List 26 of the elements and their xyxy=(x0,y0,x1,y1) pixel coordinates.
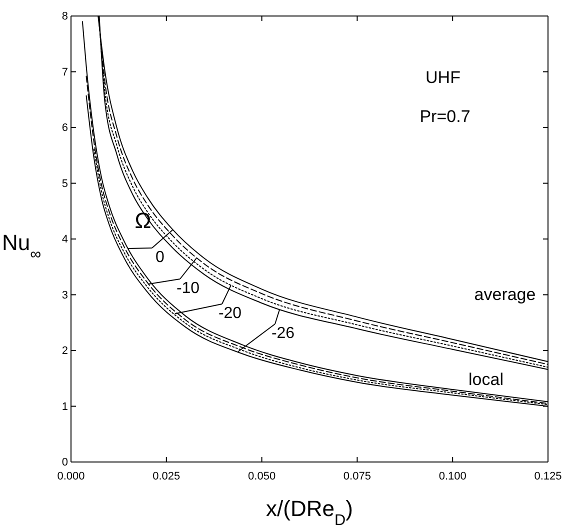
x-tick-label: 0.075 xyxy=(343,470,371,482)
annotation: Ω xyxy=(134,208,152,233)
y-tick-label: 4 xyxy=(62,234,68,246)
x-tick-label: 0.125 xyxy=(534,470,562,482)
annotation: -20 xyxy=(218,305,242,322)
annotation: -26 xyxy=(271,325,295,342)
annotation: -10 xyxy=(176,280,200,297)
x-tick-label: 0.025 xyxy=(152,470,180,482)
annotation: UHF xyxy=(426,68,460,87)
y-tick-label: 2 xyxy=(62,345,68,358)
x-tick-label: 0.000 xyxy=(57,470,85,482)
x-axis-title: x/(DRe$_{D}$) xyxy=(266,496,353,528)
y-tick-label: 5 xyxy=(62,178,68,190)
x-tick-label: 0.100 xyxy=(438,470,466,482)
y-tick-label: 1 xyxy=(62,400,68,413)
y-tick-label: 7 xyxy=(62,66,68,78)
annotation: local xyxy=(468,370,504,389)
annotation: average xyxy=(474,285,536,304)
y-tick-label: 8 xyxy=(62,10,68,23)
x-tick-label: 0.050 xyxy=(248,470,276,482)
y-axis-title: Nu$_{∞}$ xyxy=(2,230,42,262)
annotation: 0 xyxy=(156,249,165,266)
y-tick-label: 6 xyxy=(62,122,68,134)
annotation: Pr=0.7 xyxy=(420,107,470,126)
y-tick-label: 3 xyxy=(62,289,68,302)
y-tick-label: 0 xyxy=(62,456,68,469)
